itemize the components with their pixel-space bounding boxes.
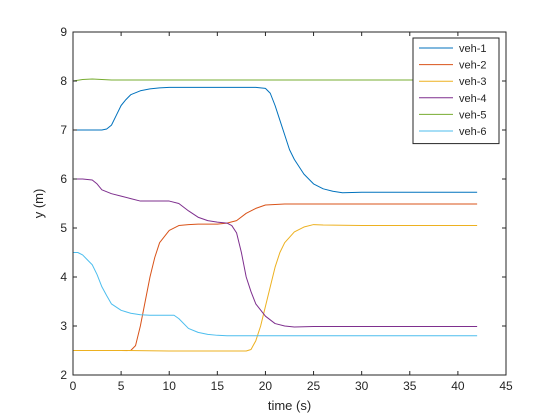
plot-frame xyxy=(72,31,507,376)
x-tick-label: 5 xyxy=(118,379,125,393)
y-tick-label: 4 xyxy=(60,270,67,284)
y-tick-label: 8 xyxy=(60,74,67,88)
y-tick-label: 5 xyxy=(60,221,67,235)
legend-entry: veh-2 xyxy=(459,60,487,72)
y-tick-label: 7 xyxy=(60,123,67,137)
x-tick-label: 45 xyxy=(499,379,513,393)
x-tick-label: 30 xyxy=(355,379,369,393)
y-tick-label: 2 xyxy=(60,368,67,382)
x-tick-label: 20 xyxy=(259,379,273,393)
x-tick-label: 40 xyxy=(451,379,465,393)
plot-lines xyxy=(72,78,478,352)
x-tick-label: 15 xyxy=(211,379,225,393)
legend-entry: veh-1 xyxy=(459,43,487,55)
series-line-4 xyxy=(73,178,478,328)
legend-entry: veh-6 xyxy=(459,126,487,138)
x-tick-label: 25 xyxy=(307,379,321,393)
legend-entry: veh-4 xyxy=(459,93,487,105)
y-tick-label: 3 xyxy=(60,319,67,333)
y-tick-label: 9 xyxy=(60,25,67,39)
y-axis-label: y (m) xyxy=(31,189,46,219)
series-line-5 xyxy=(72,78,478,82)
legend-box xyxy=(412,37,500,145)
y-tick-label: 6 xyxy=(60,172,67,186)
x-axis-label: time (s) xyxy=(268,398,311,413)
series-line-2 xyxy=(73,203,478,351)
x-tick-label: 10 xyxy=(163,379,177,393)
legend-entry: veh-5 xyxy=(459,109,487,121)
legend: veh-1 veh-2 veh-3 veh-4 veh-5 veh-6 xyxy=(412,37,500,145)
series-line-1 xyxy=(73,86,478,194)
series-line-6 xyxy=(73,252,478,337)
x-tick-label: 0 xyxy=(70,379,77,393)
x-tick-label: 35 xyxy=(403,379,417,393)
series-line-3 xyxy=(73,224,478,352)
legend-entry: veh-3 xyxy=(459,76,487,88)
